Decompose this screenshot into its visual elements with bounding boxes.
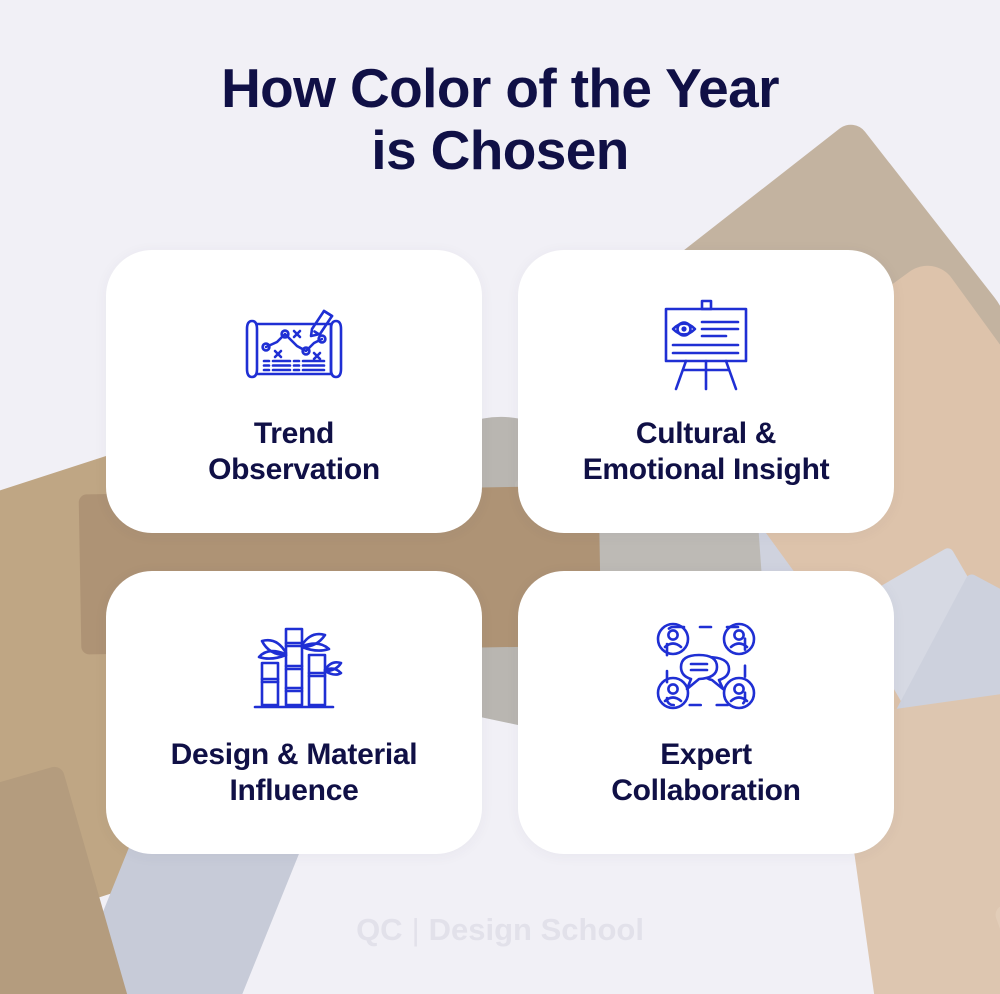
card-cultural-emotional-insight[interactable]: Cultural & Emotional Insight [518, 250, 894, 533]
card-label-trend-observation: Trend Observation [208, 416, 380, 486]
footer-logo-divider: | [411, 912, 420, 947]
card-expert-collaboration[interactable]: Expert Collaboration [518, 571, 894, 854]
footer-logo-brand: QC [356, 912, 403, 947]
blueprint-chart-icon [240, 296, 348, 394]
page-title: How Color of the Year is Chosen [0, 57, 1000, 181]
easel-eye-presentation-icon [652, 296, 760, 394]
bamboo-icon [240, 617, 348, 715]
page-title-line-1: How Color of the Year [221, 57, 779, 119]
people-collaboration-icon [652, 617, 760, 715]
card-grid: Trend Observation [106, 250, 894, 870]
card-label-expert-collaboration: Expert Collaboration [611, 737, 801, 807]
page-title-line-2: is Chosen [371, 118, 629, 181]
card-label-cultural-emotional-insight: Cultural & Emotional Insight [582, 416, 830, 486]
footer-logo: QC | Design School [0, 912, 1000, 948]
card-trend-observation[interactable]: Trend Observation [106, 250, 482, 533]
card-label-design-material-influence: Design & Material Influence [170, 737, 418, 807]
card-design-material-influence[interactable]: Design & Material Influence [106, 571, 482, 854]
footer-logo-subbrand: Design School [428, 912, 644, 947]
